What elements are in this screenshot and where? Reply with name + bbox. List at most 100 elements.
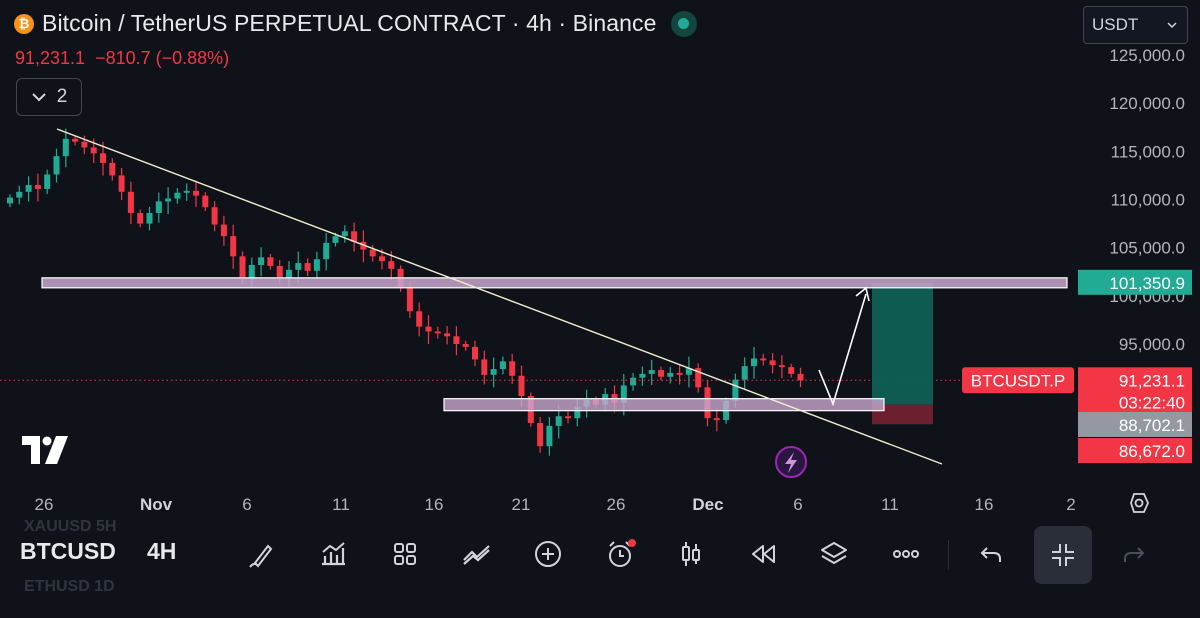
candle-body	[165, 198, 172, 202]
time-axis[interactable]: 26 Nov 6 11 16 21 26 Dec 6 11 16 2	[35, 493, 1149, 514]
watchlist-ghost-bottom: ETHUSD 1D	[24, 578, 115, 595]
price-chart[interactable]: 125,000.0 120,000.0 115,000.0 110,000.0 105,…	[0, 0, 1200, 520]
candle-body	[118, 175, 125, 192]
price-axis[interactable]: 125,000.0 120,000.0 115,000.0 110,000.0 105,…	[962, 46, 1192, 463]
candle-body	[100, 153, 106, 163]
price-tick-label: 125,000.0	[1109, 46, 1185, 65]
candle-body	[788, 367, 795, 374]
layers-icon[interactable]	[814, 534, 854, 574]
time-tick-label: 2	[1066, 495, 1075, 514]
resistance-zone	[41, 277, 1068, 289]
candle-body	[425, 326, 432, 332]
candle-body	[769, 360, 776, 366]
candle-body	[230, 236, 237, 257]
indicators-toggle-button[interactable]: 2	[16, 78, 82, 116]
time-tick-label: 21	[512, 495, 531, 514]
current-price-tag	[1078, 367, 1192, 414]
chevron-down-icon	[31, 93, 46, 102]
candle-body	[695, 368, 702, 388]
alert-icon[interactable]	[600, 534, 640, 574]
candle-body	[537, 422, 544, 447]
candle-body	[127, 191, 134, 213]
fullscreen-exit-icon[interactable]	[1034, 526, 1092, 584]
candle-body	[183, 190, 190, 193]
toolbar-divider	[948, 540, 949, 570]
symbol-tag	[962, 367, 1074, 394]
candle-body	[555, 416, 562, 426]
candle-body	[760, 358, 767, 361]
candle-body	[453, 336, 460, 344]
candle-body	[630, 377, 637, 386]
candle-body	[499, 361, 506, 370]
chart-title[interactable]: Bitcoin / TetherUS PERPETUAL CONTRACT · …	[42, 10, 657, 36]
candle-body	[667, 372, 674, 377]
current-price-label: 91,231.1	[1119, 371, 1185, 390]
price-tick-label: 95,000.0	[1119, 335, 1185, 354]
candle-body	[472, 346, 478, 360]
gear-outline	[1130, 493, 1149, 513]
position-stop-zone	[872, 404, 933, 425]
support-zone	[443, 398, 885, 412]
candle-body	[304, 263, 311, 271]
price-tick-label: 120,000.0	[1109, 94, 1185, 113]
candle-body	[462, 344, 469, 347]
resistance-price-tag	[1078, 269, 1192, 295]
candle-body	[620, 385, 627, 403]
candle-body	[7, 197, 13, 204]
candle-body	[16, 191, 23, 198]
symbol-tag-label: BTCUSDT.P	[971, 371, 1065, 390]
price-tick-label: 110,000.0	[1111, 191, 1185, 210]
time-tick-label: 16	[425, 495, 444, 514]
price-tick-label: 105,000.0	[1109, 239, 1185, 258]
more-icon[interactable]	[886, 534, 926, 574]
currency-select[interactable]: USDT	[1083, 6, 1188, 44]
time-tick-label: 6	[793, 495, 802, 514]
candle-body	[44, 174, 51, 189]
candle-body	[276, 265, 283, 278]
stop-price-label: 86,672.0	[1119, 442, 1185, 461]
candle-body	[295, 263, 302, 270]
candle-body	[34, 185, 41, 189]
add-icon[interactable]	[528, 534, 568, 574]
candle-body	[797, 373, 804, 381]
drawing-annotations	[0, 128, 1068, 478]
candle-body	[639, 373, 646, 378]
candle-body	[565, 416, 571, 419]
candle-body	[258, 257, 265, 266]
redo-icon[interactable]	[1114, 534, 1154, 574]
replay-icon[interactable]	[743, 534, 783, 574]
candle-body	[248, 265, 255, 279]
resistance-price-label: 101,350.9	[1109, 274, 1185, 293]
symbol-selector[interactable]: BTCUSD	[20, 538, 116, 564]
candle-body	[379, 256, 385, 262]
time-tick-label: 6	[242, 495, 251, 514]
tradingview-logo	[22, 436, 68, 464]
candle-body	[90, 147, 97, 154]
time-tick-label: 26	[35, 495, 54, 514]
time-tick-label: 16	[975, 495, 994, 514]
candle-body	[81, 141, 88, 148]
candle-body	[490, 369, 497, 375]
lightning-bolt	[785, 452, 797, 473]
candle-body	[72, 138, 79, 142]
chart-settings-icon[interactable]	[1130, 493, 1149, 513]
undo-icon[interactable]	[971, 534, 1011, 574]
stop-price-tag	[1078, 438, 1192, 463]
bitcoin-icon: ₿	[14, 13, 34, 34]
currency-value: USDT	[1092, 15, 1139, 34]
candle-body	[434, 331, 441, 334]
indicators-icon[interactable]	[313, 534, 353, 574]
candle-type-icon[interactable]	[671, 534, 711, 574]
candle-body	[155, 201, 162, 213]
timeframe-selector[interactable]: 4H	[147, 538, 177, 564]
market-open-status-icon[interactable]	[670, 10, 697, 37]
candle-body	[685, 368, 692, 375]
brush-icon[interactable]	[242, 534, 282, 574]
projection-arrowhead	[855, 286, 870, 302]
candle-body	[388, 261, 395, 269]
compare-icon[interactable]	[457, 534, 497, 574]
layouts-icon[interactable]	[385, 534, 425, 574]
price-tick-label: 115,000.0	[1111, 142, 1185, 161]
candle-body	[341, 231, 348, 237]
price-summary: 91,231.1 −810.7 (−0.88%)	[15, 48, 229, 69]
